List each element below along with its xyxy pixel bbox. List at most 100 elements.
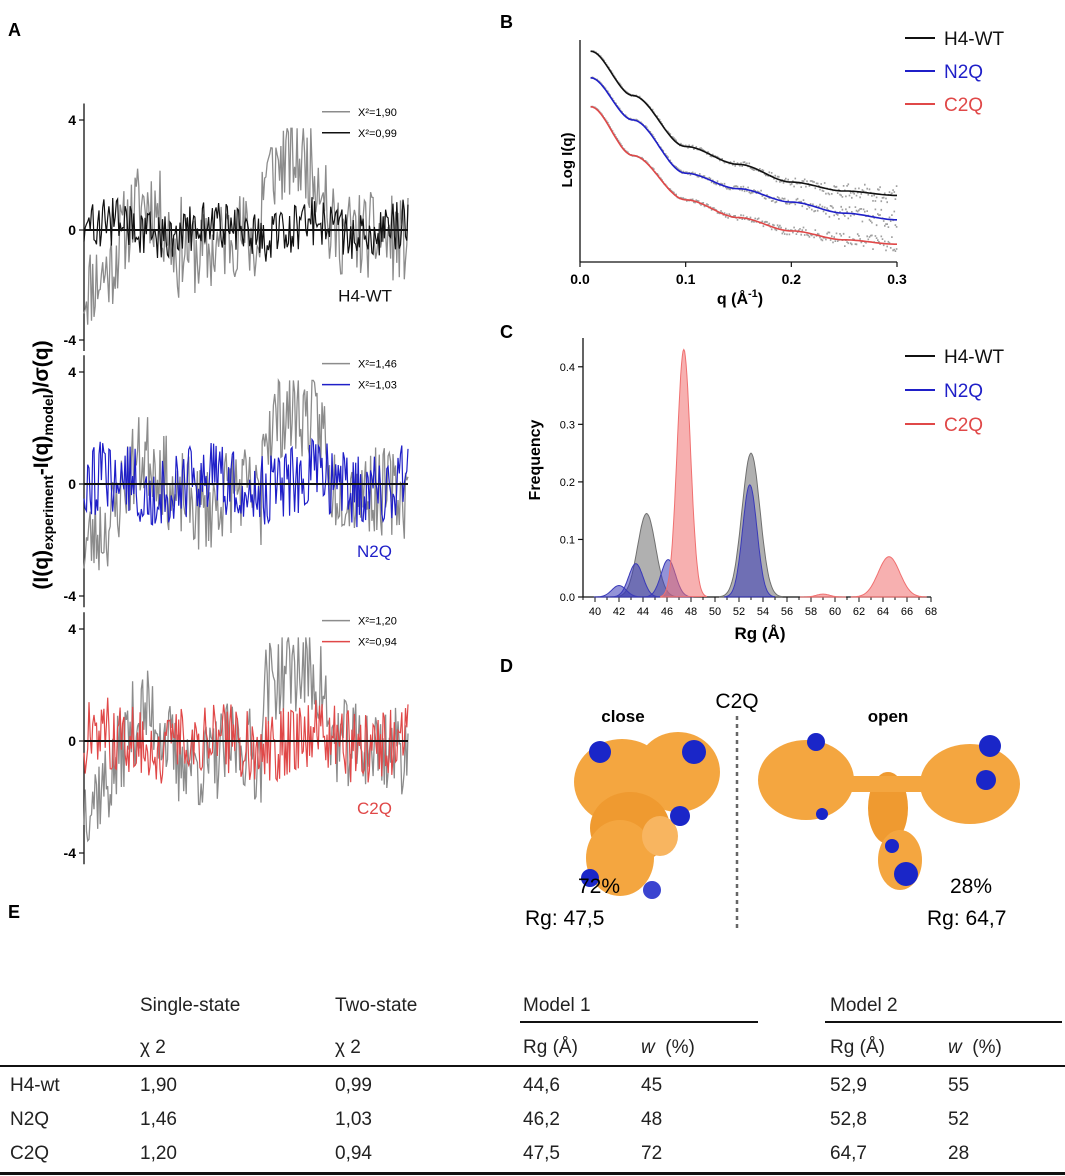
b-exp-points-n2q [590,76,898,228]
table-head-w1: w (%) [641,1037,695,1058]
table-row1-w1: 45 [641,1075,663,1096]
table-rule-model1 [520,1021,758,1023]
residual-tick-label: 0 [68,222,76,238]
table-row2-two: 1,03 [335,1109,372,1130]
panel-e-table: Single-state Two-state Model 1 Model 2 χ… [0,985,1065,1176]
residual-tick-label: 0 [68,733,76,749]
panel-d-title: C2Q [715,690,758,713]
c-peak-c2q [660,348,708,598]
c-x-tick-label: 42 [613,606,625,618]
table-row1-single: 1,90 [140,1075,177,1096]
residual-subplot-name: H4-WT [338,287,392,306]
table-head-chi-two: χ 2 [335,1037,361,1058]
c-x-tick-label: 64 [877,606,889,618]
panel-b-saxs-curves: 0.0 0.1 0.2 0.3 H4-WT N2Q C2Q [570,29,1004,287]
c-x-tick-label: 54 [757,606,769,618]
residual-tick-label: -4 [64,332,77,348]
c-y-tick-label: 0.0 [560,592,575,604]
b-legend-label: C2Q [944,95,983,116]
table-head-model2: Model 2 [830,995,898,1016]
residual-legend-label: X²=1,20 [358,616,397,628]
table-rule-model2 [825,1021,1062,1023]
c-x-tick-label: 40 [589,606,601,618]
c-peak-c2q [850,556,927,598]
table-row3-two: 0,94 [335,1143,372,1164]
panel-a-residuals: 4 0 -4 X²=1,90 X²=0,99 H4-WT 4 0 -4 X²=1,46 X²=1,0… [64,103,409,865]
residual-tick-label: -4 [64,845,77,861]
residual-legend-label: X²=0,99 [358,128,397,140]
panel-label-b: B [500,12,513,32]
table-row2-name: N2Q [10,1109,50,1130]
c-x-tick-label: 66 [901,606,913,618]
c-y-tick-label: 0.4 [560,362,575,374]
b-fit-line-n2q [590,76,897,221]
c-y-tick-label: 0.2 [560,477,575,489]
table-head-w2: w (%) [948,1037,1002,1058]
residual-line-two-state [83,196,409,262]
residual-legend-label: X²=0,94 [358,637,397,649]
table-head-rg2: Rg (Å) [830,1037,885,1058]
panel-label-d: D [500,656,513,676]
residual-subplot-h4-wt: 4 0 -4 X²=1,90 X²=0,99 H4-WT [64,103,409,351]
panel-label-e: E [8,902,20,922]
table-row2-w1: 48 [641,1109,663,1130]
c-legend-label: H4-WT [944,347,1005,368]
c-peak-n2q [724,484,776,598]
b-exp-points-h4-wt [590,50,898,204]
b-legend-label: H4-WT [944,29,1005,50]
panel-c-distribution: 0.0 0.1 0.2 0.3 0.4 40 42 44 46 48 50 52 54 56 58 60 62 6… [560,338,1005,618]
table-row2-w2: 52 [948,1109,970,1130]
panel-d-close-rg: Rg: 47,5 [525,907,604,930]
panel-d-open-label: open [868,707,909,726]
panel-label-c: C [500,322,513,342]
c-x-tick-label: 44 [637,606,649,618]
b-exp-points-c2q [590,105,898,252]
table-row1-two: 0,99 [335,1075,372,1096]
panel-d-close-percent: 72% [578,875,620,898]
residual-legend-label: X²=1,03 [358,380,397,392]
table-row3-w1: 72 [641,1143,663,1164]
residual-legend-label: X²=1,90 [358,107,397,119]
c-x-tick-label: 62 [853,606,865,618]
panel-label-a: A [8,20,21,40]
residual-subplot-name: C2Q [357,799,392,818]
c-x-tick-label: 46 [661,606,673,618]
panel-c-xlabel: Rg (Å) [735,624,786,643]
table-row3-single: 1,20 [140,1143,177,1164]
table-row1-name: H4-wt [10,1075,60,1096]
table-row1-rg1: 44,6 [523,1075,560,1096]
table-row3-rg2: 64,7 [830,1143,867,1164]
c-x-tick-label: 60 [829,606,841,618]
residual-tick-label: 4 [68,621,76,637]
residual-line-single-state [83,378,409,571]
table-head-two: Two-state [335,995,418,1016]
table-rule-bottom [0,1172,1065,1175]
table-row3-rg1: 47,5 [523,1143,560,1164]
b-x-tick-label: 0.0 [570,271,590,287]
panel-d-structures: C2Q close open [525,690,1020,930]
panel-b-ylabel: Log I(q) [559,133,576,188]
residual-tick-label: 4 [68,364,76,380]
residual-tick-label: -4 [64,588,77,604]
panel-d-open-percent: 28% [950,875,992,898]
residual-subplot-n2q: 4 0 -4 X²=1,46 X²=1,03 N2Q [64,355,409,608]
table-row3-name: C2Q [10,1143,50,1164]
c-y-tick-label: 0.1 [560,534,575,546]
c-peak-c2q [799,593,847,598]
residual-subplot-c2q: 4 0 -4 X²=1,20 X²=0,94 C2Q [64,612,409,865]
panel-b-xlabel: q (Å-1) [717,288,763,308]
b-plot-area [590,50,898,252]
table-row3-w2: 28 [948,1143,970,1164]
table-row2-rg1: 46,2 [523,1109,560,1130]
panel-d-close-label: close [601,707,644,726]
table-head-model1: Model 1 [523,995,591,1016]
residual-line-two-state [83,437,409,528]
b-legend-label: N2Q [944,62,983,83]
table-head-rg1: Rg (Å) [523,1037,578,1058]
table-row1-rg2: 52,9 [830,1075,867,1096]
b-x-tick-label: 0.3 [887,271,907,287]
close-structure-image [574,732,720,899]
residual-tick-label: 0 [68,476,76,492]
residual-legend-label: X²=1,46 [358,359,397,371]
